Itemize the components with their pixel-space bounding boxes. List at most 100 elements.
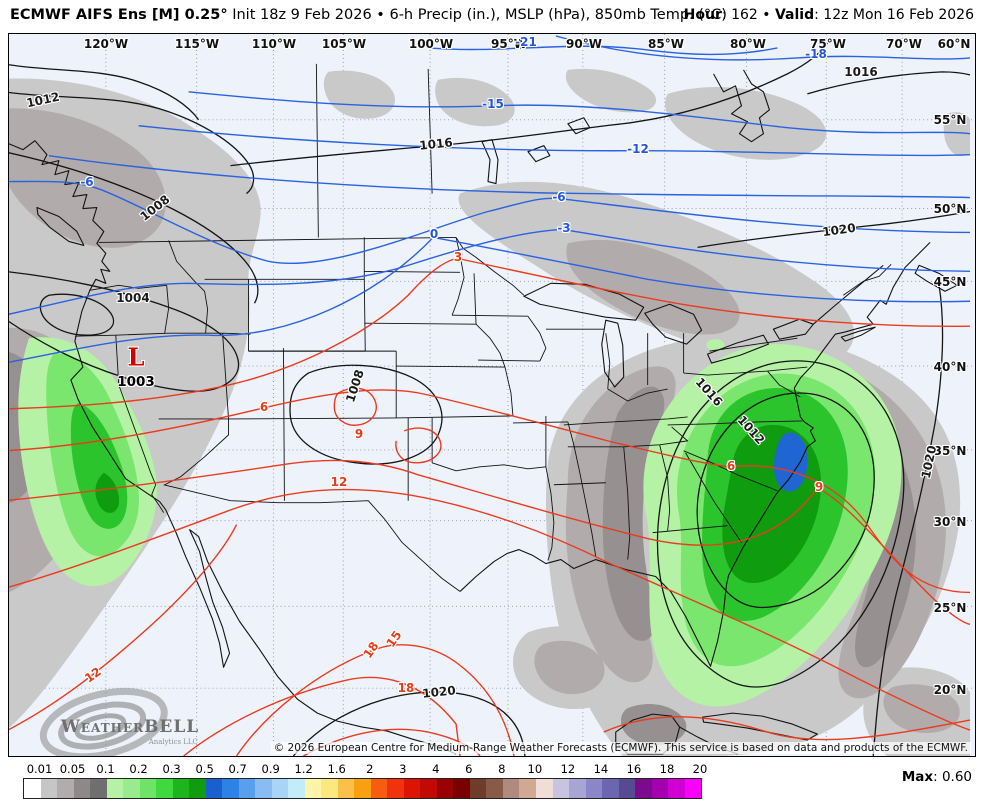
colorbar-cell [57, 779, 74, 798]
colorbar-tick: 0.1 [96, 762, 115, 776]
colorbar-tick: 10 [527, 762, 543, 776]
max-value-readout: Max: 0.60 [901, 769, 972, 785]
colorbar-tick: 0.3 [162, 762, 181, 776]
colorbar-cell [106, 779, 124, 798]
coastlines [9, 69, 958, 755]
temp-contour-label-blue: -12 [627, 142, 649, 156]
colorbar-cell [469, 779, 487, 798]
latitude-label: 30°N [933, 515, 967, 529]
colorbar-cell [387, 779, 404, 798]
colorbar-cell [684, 779, 702, 798]
latitude-label: 25°N [933, 601, 967, 615]
colorbar-cell [238, 779, 256, 798]
colorbar-cell [502, 779, 520, 798]
colorbar-cell [123, 779, 140, 798]
colorbar-section: 0.01 0.05 0.1 0.2 0.3 0.5 0.7 0.9 1.2 1.6 2 3 4 6 8 10 1… [0, 757, 984, 808]
green-precip-layer [18, 337, 902, 707]
colorbar-cell [420, 779, 437, 798]
colorbar-cell [552, 779, 570, 798]
colorbar-tick: 0.05 [59, 762, 86, 776]
longitude-label: 120°W [83, 37, 129, 51]
map-label-layer: 120°W 115°W 110°W 105°W 100°W 95°W 90°W 85°W 80°… [9, 34, 975, 756]
temp-contour-label-blue: -21 [515, 35, 537, 49]
header-bar: ECMWF AIFS Ens [M] 0.25° Init 18z 9 Feb … [0, 0, 984, 32]
temp-contour-label-red: 9 [354, 427, 364, 441]
colorbar-cell [189, 779, 206, 798]
low-pressure-value: 1003 [117, 374, 155, 390]
colorbar-cell [90, 779, 107, 798]
colorbar-cell [635, 779, 652, 798]
colorbar-cell [222, 779, 239, 798]
colorbar-cell [205, 779, 223, 798]
temp-contour-label-red: 15 [383, 628, 405, 650]
colorbar-tick: 0.5 [195, 762, 214, 776]
colorbar-cell [40, 779, 58, 798]
colorbar-cell [139, 779, 157, 798]
temp-contour-label-red: 9 [814, 480, 824, 494]
latitude-label: 20°N [933, 683, 967, 697]
valid-value: 12z Mon 16 Feb 2026 [823, 7, 974, 23]
longitude-label: 110°W [251, 37, 297, 51]
longitude-label: 105°W [321, 37, 367, 51]
colorbar-cell [651, 779, 669, 798]
weatherbell-logo: WeatherBELL Analytics LLC [39, 687, 199, 756]
colorbar-cell [436, 779, 454, 798]
colorbar-cell [535, 779, 553, 798]
colorbar-cell [156, 779, 173, 798]
temp-contour-label-blue: -6 [80, 175, 94, 189]
temp-contour-label-blue: -6 [552, 190, 566, 204]
mslp-contour-label: 1004 [116, 291, 150, 305]
colorbar-tick: 16 [626, 762, 642, 776]
mslp-contour-label: 1020 [821, 220, 857, 240]
colorbar-cell [337, 779, 355, 798]
colorbar-cell [569, 779, 586, 798]
colorbar-cell [618, 779, 636, 798]
colorbar-cell [668, 779, 685, 798]
model-name: ECMWF AIFS Ens [M] 0.25° [10, 7, 228, 23]
mslp-contour-label: 1012 [734, 412, 768, 448]
colorbar-cell [172, 779, 190, 798]
colorbar-tick: 18 [659, 762, 675, 776]
latitude-label: 35°N [933, 444, 967, 458]
colorbar-tick-labels: 0.01 0.05 0.1 0.2 0.3 0.5 0.7 0.9 1.2 1.6 2 3 4 6 8 10 1… [23, 762, 708, 776]
colorbar-tick: 0.01 [26, 762, 53, 776]
colorbar-tick: 20 [692, 762, 708, 776]
latitude-label: 45°N [933, 275, 967, 289]
map-title: ECMWF AIFS Ens [M] 0.25° Init 18z 9 Feb … [10, 7, 727, 23]
map-canvas: WeatherBELL Analytics LLC [9, 34, 975, 756]
latitude-label: 40°N [933, 360, 967, 374]
title-params: Init 18z 9 Feb 2026 • 6-h Precip (in.), … [227, 7, 727, 23]
hour-value: 162 [731, 7, 758, 23]
max-value: 0.60 [941, 769, 972, 785]
temp-contour-label-blue: -15 [482, 97, 504, 111]
colorbar-tick: 0.2 [129, 762, 148, 776]
colorbar-cell [486, 779, 503, 798]
latitude-label: 55°N [933, 113, 967, 127]
mslp-contour-label: 1008 [343, 367, 367, 405]
colorbar-tick: 1.6 [327, 762, 346, 776]
temp-contours-red [9, 257, 971, 756]
latitude-label: 60°N [937, 37, 971, 51]
colorbar-cell [288, 779, 305, 798]
low-pressure-marker: L [127, 342, 145, 372]
mslp-contours [9, 39, 971, 756]
mslp-contour-label: 1020 [421, 683, 457, 701]
temp-contour-label-blue: 0 [429, 227, 439, 241]
weather-map: WeatherBELL Analytics LLC 120°W 115°W 110°… [8, 33, 976, 757]
colorbar-tick: 8 [498, 762, 506, 776]
temp-contour-label-red: 3 [453, 250, 463, 264]
colorbar-cell [370, 779, 388, 798]
logo-text: WeatherBELL [60, 716, 199, 736]
temp-contour-label-red: 6 [726, 459, 736, 473]
colorbar-cell [271, 779, 289, 798]
precip-colorbar [23, 778, 702, 799]
valid-time: Hour: 162 • Valid: 12z Mon 16 Feb 2026 [683, 7, 974, 23]
temp-contour-label-blue: -3 [557, 221, 571, 235]
longitude-label: 85°W [648, 37, 684, 51]
longitude-label: 70°W [886, 37, 922, 51]
colorbar-tick: 2 [366, 762, 374, 776]
temp-contour-label-red: 18 [360, 639, 382, 661]
copyright-text: © 2026 European Centre for Medium-Range … [270, 742, 971, 754]
temp-contour-label-red: 6 [259, 400, 269, 414]
